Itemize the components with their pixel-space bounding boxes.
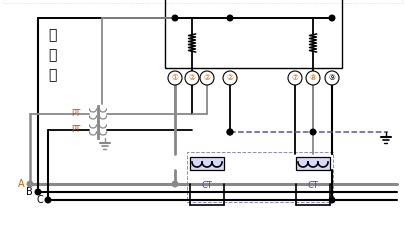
Text: ①: ① [171, 73, 178, 83]
Text: PT: PT [72, 109, 81, 117]
Circle shape [324, 71, 338, 85]
Circle shape [305, 71, 319, 85]
Text: ⑧: ⑧ [309, 73, 315, 83]
Bar [187, 152, 332, 202]
Circle shape [35, 189, 41, 195]
Circle shape [309, 129, 315, 135]
Circle shape [200, 71, 213, 85]
Circle shape [328, 197, 334, 203]
Text: PT: PT [72, 124, 81, 134]
Text: CT: CT [201, 181, 212, 190]
Circle shape [227, 15, 232, 21]
Circle shape [222, 71, 237, 85]
Circle shape [168, 71, 181, 85]
Text: ②: ② [226, 73, 233, 83]
Circle shape [172, 181, 177, 187]
Circle shape [227, 129, 232, 135]
Circle shape [185, 71, 198, 85]
Bar [295, 157, 329, 170]
Bar [190, 157, 224, 170]
Text: 表: 表 [48, 68, 56, 82]
Text: ②: ② [203, 73, 210, 83]
Text: A: A [18, 179, 25, 189]
Text: 电: 电 [48, 28, 56, 42]
Circle shape [227, 129, 232, 135]
Text: CT: CT [307, 181, 318, 190]
Text: ②: ② [188, 73, 195, 83]
Bar [164, 0, 341, 68]
Text: C: C [36, 195, 43, 205]
Circle shape [287, 71, 301, 85]
Text: 能: 能 [48, 48, 56, 62]
Text: B: B [26, 187, 33, 197]
Circle shape [27, 181, 33, 187]
Circle shape [328, 15, 334, 21]
Text: ⑦: ⑦ [291, 73, 298, 83]
Circle shape [45, 197, 51, 203]
Text: ⑨: ⑨ [328, 73, 335, 83]
Circle shape [172, 15, 177, 21]
